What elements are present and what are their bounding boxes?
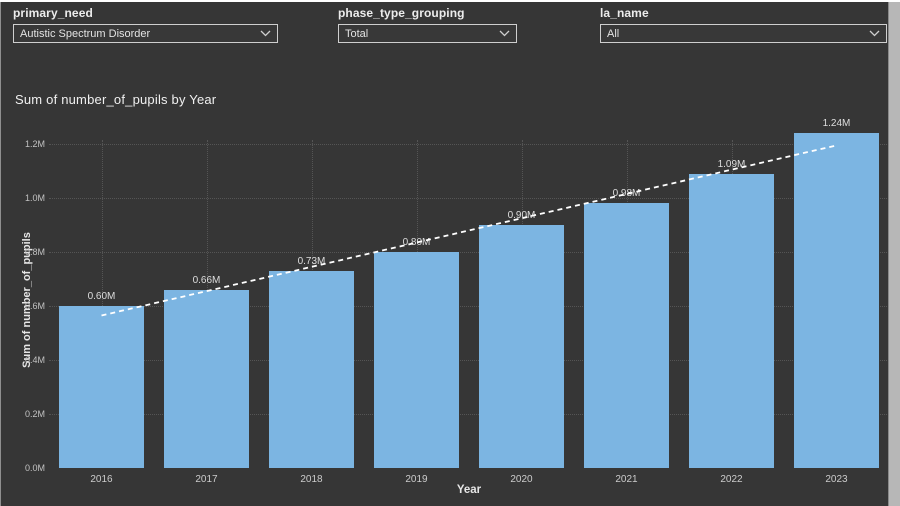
y-tick-label: 0.4M (24, 355, 45, 366)
x-tick-label: 2016 (90, 474, 113, 485)
bar-value-label: 0.66M (192, 274, 221, 286)
dropdown-selected-value: Total (345, 27, 369, 40)
phase-type-dropdown[interactable]: Total (338, 24, 517, 43)
x-tick-label: 2017 (195, 474, 218, 485)
filter-group-primary-need: primary_need Autistic Spectrum Disorder (13, 6, 278, 43)
filter-label: primary_need (13, 6, 93, 20)
bar-value-label: 0.73M (297, 255, 326, 267)
y-tick-label: 0.0M (24, 463, 45, 473)
y-tick-label: 0.8M (24, 247, 45, 258)
bar-value-label: 0.60M (87, 291, 116, 303)
y-tick-label: 0.2M (24, 409, 45, 419)
dropdown-selected-value: All (607, 27, 620, 40)
la-name-dropdown[interactable]: All (600, 24, 887, 43)
bar-2022[interactable] (689, 173, 774, 468)
bar-2023[interactable] (794, 133, 879, 468)
grid-line-horizontal (49, 144, 889, 146)
bar-2021[interactable] (584, 203, 669, 468)
chevron-down-icon (499, 30, 510, 37)
dropdown-selected-value: Autistic Spectrum Disorder (20, 27, 151, 40)
x-axis-title: Year (456, 484, 482, 496)
grid-line-horizontal (49, 414, 889, 415)
bar-2017[interactable] (164, 289, 249, 468)
bar-2018[interactable] (269, 270, 354, 468)
canvas-right-gutter (888, 2, 900, 506)
filter-group-phase-type: phase_type_grouping Total (338, 6, 517, 43)
filter-label: la_name (600, 6, 649, 20)
x-tick-label: 2019 (405, 474, 428, 485)
x-tick-label: 2022 (720, 474, 743, 485)
bar-2019[interactable] (374, 252, 459, 468)
bar-value-label: 0.80M (402, 237, 431, 249)
x-tick-label: 2020 (510, 474, 533, 485)
bar-value-label: 1.09M (717, 158, 746, 170)
chart-title: Sum of number_of_pupils by Year (15, 92, 217, 107)
x-tick-label: 2021 (615, 474, 638, 485)
x-tick-label: 2023 (825, 474, 848, 485)
bar-2020[interactable] (479, 225, 564, 468)
chevron-down-icon (260, 30, 271, 37)
grid-line-horizontal (49, 360, 889, 362)
y-tick-label: 1.0M (24, 193, 45, 204)
chevron-down-icon (869, 30, 880, 37)
filter-label: phase_type_grouping (338, 6, 465, 20)
y-tick-label: 0.6M (24, 301, 45, 312)
x-tick-label: 2018 (300, 474, 323, 485)
bar-value-label: 0.98M (612, 188, 641, 200)
bar-2016[interactable] (59, 306, 144, 468)
primary-need-dropdown[interactable]: Autistic Spectrum Disorder (13, 24, 278, 43)
filter-group-la-name: la_name All (600, 6, 887, 43)
bar-value-label: 0.90M (507, 210, 536, 222)
bar-value-label: 1.24M (822, 118, 851, 130)
y-tick-label: 1.2M (24, 139, 45, 150)
